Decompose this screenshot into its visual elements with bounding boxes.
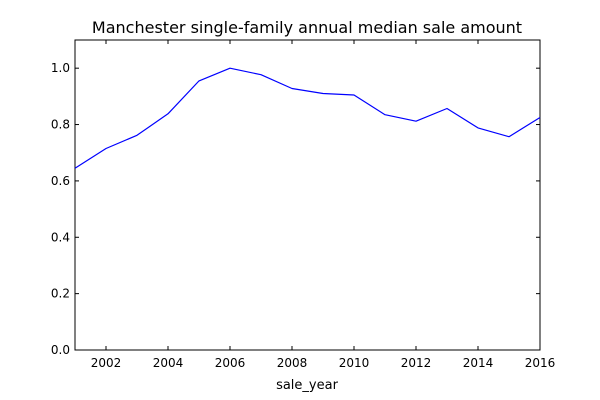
axis-ticks bbox=[75, 40, 541, 351]
chart-title: Manchester single-family annual median s… bbox=[92, 18, 522, 37]
x-tick-label: 2010 bbox=[339, 356, 370, 370]
x-tick-label: 2006 bbox=[215, 356, 246, 370]
x-axis-tick-labels: 2002 2004 2006 2008 2010 2012 2014 2016 bbox=[91, 356, 556, 370]
y-tick-label: 0.4 bbox=[51, 230, 70, 244]
y-tick-label: 1.0 bbox=[51, 61, 70, 75]
x-axis-label: sale_year bbox=[276, 378, 339, 393]
y-tick-label: 0.0 bbox=[51, 343, 70, 357]
x-tick-label: 2014 bbox=[463, 356, 494, 370]
x-tick-label: 2016 bbox=[525, 356, 556, 370]
x-tick-label: 2008 bbox=[277, 356, 308, 370]
x-tick-label: 2004 bbox=[153, 356, 184, 370]
y-tick-label: 0.6 bbox=[51, 174, 70, 188]
y-tick-label: 0.2 bbox=[51, 287, 70, 301]
y-tick-label: 0.8 bbox=[51, 118, 70, 132]
plot-frame bbox=[74, 39, 541, 351]
x-tick-label: 2012 bbox=[401, 356, 432, 370]
series-layer bbox=[74, 67, 541, 169]
y-axis-tick-labels: 0.0 0.2 0.4 0.6 0.8 1.0 bbox=[51, 61, 70, 357]
x-tick-label: 2002 bbox=[91, 356, 122, 370]
series-line bbox=[74, 67, 541, 169]
